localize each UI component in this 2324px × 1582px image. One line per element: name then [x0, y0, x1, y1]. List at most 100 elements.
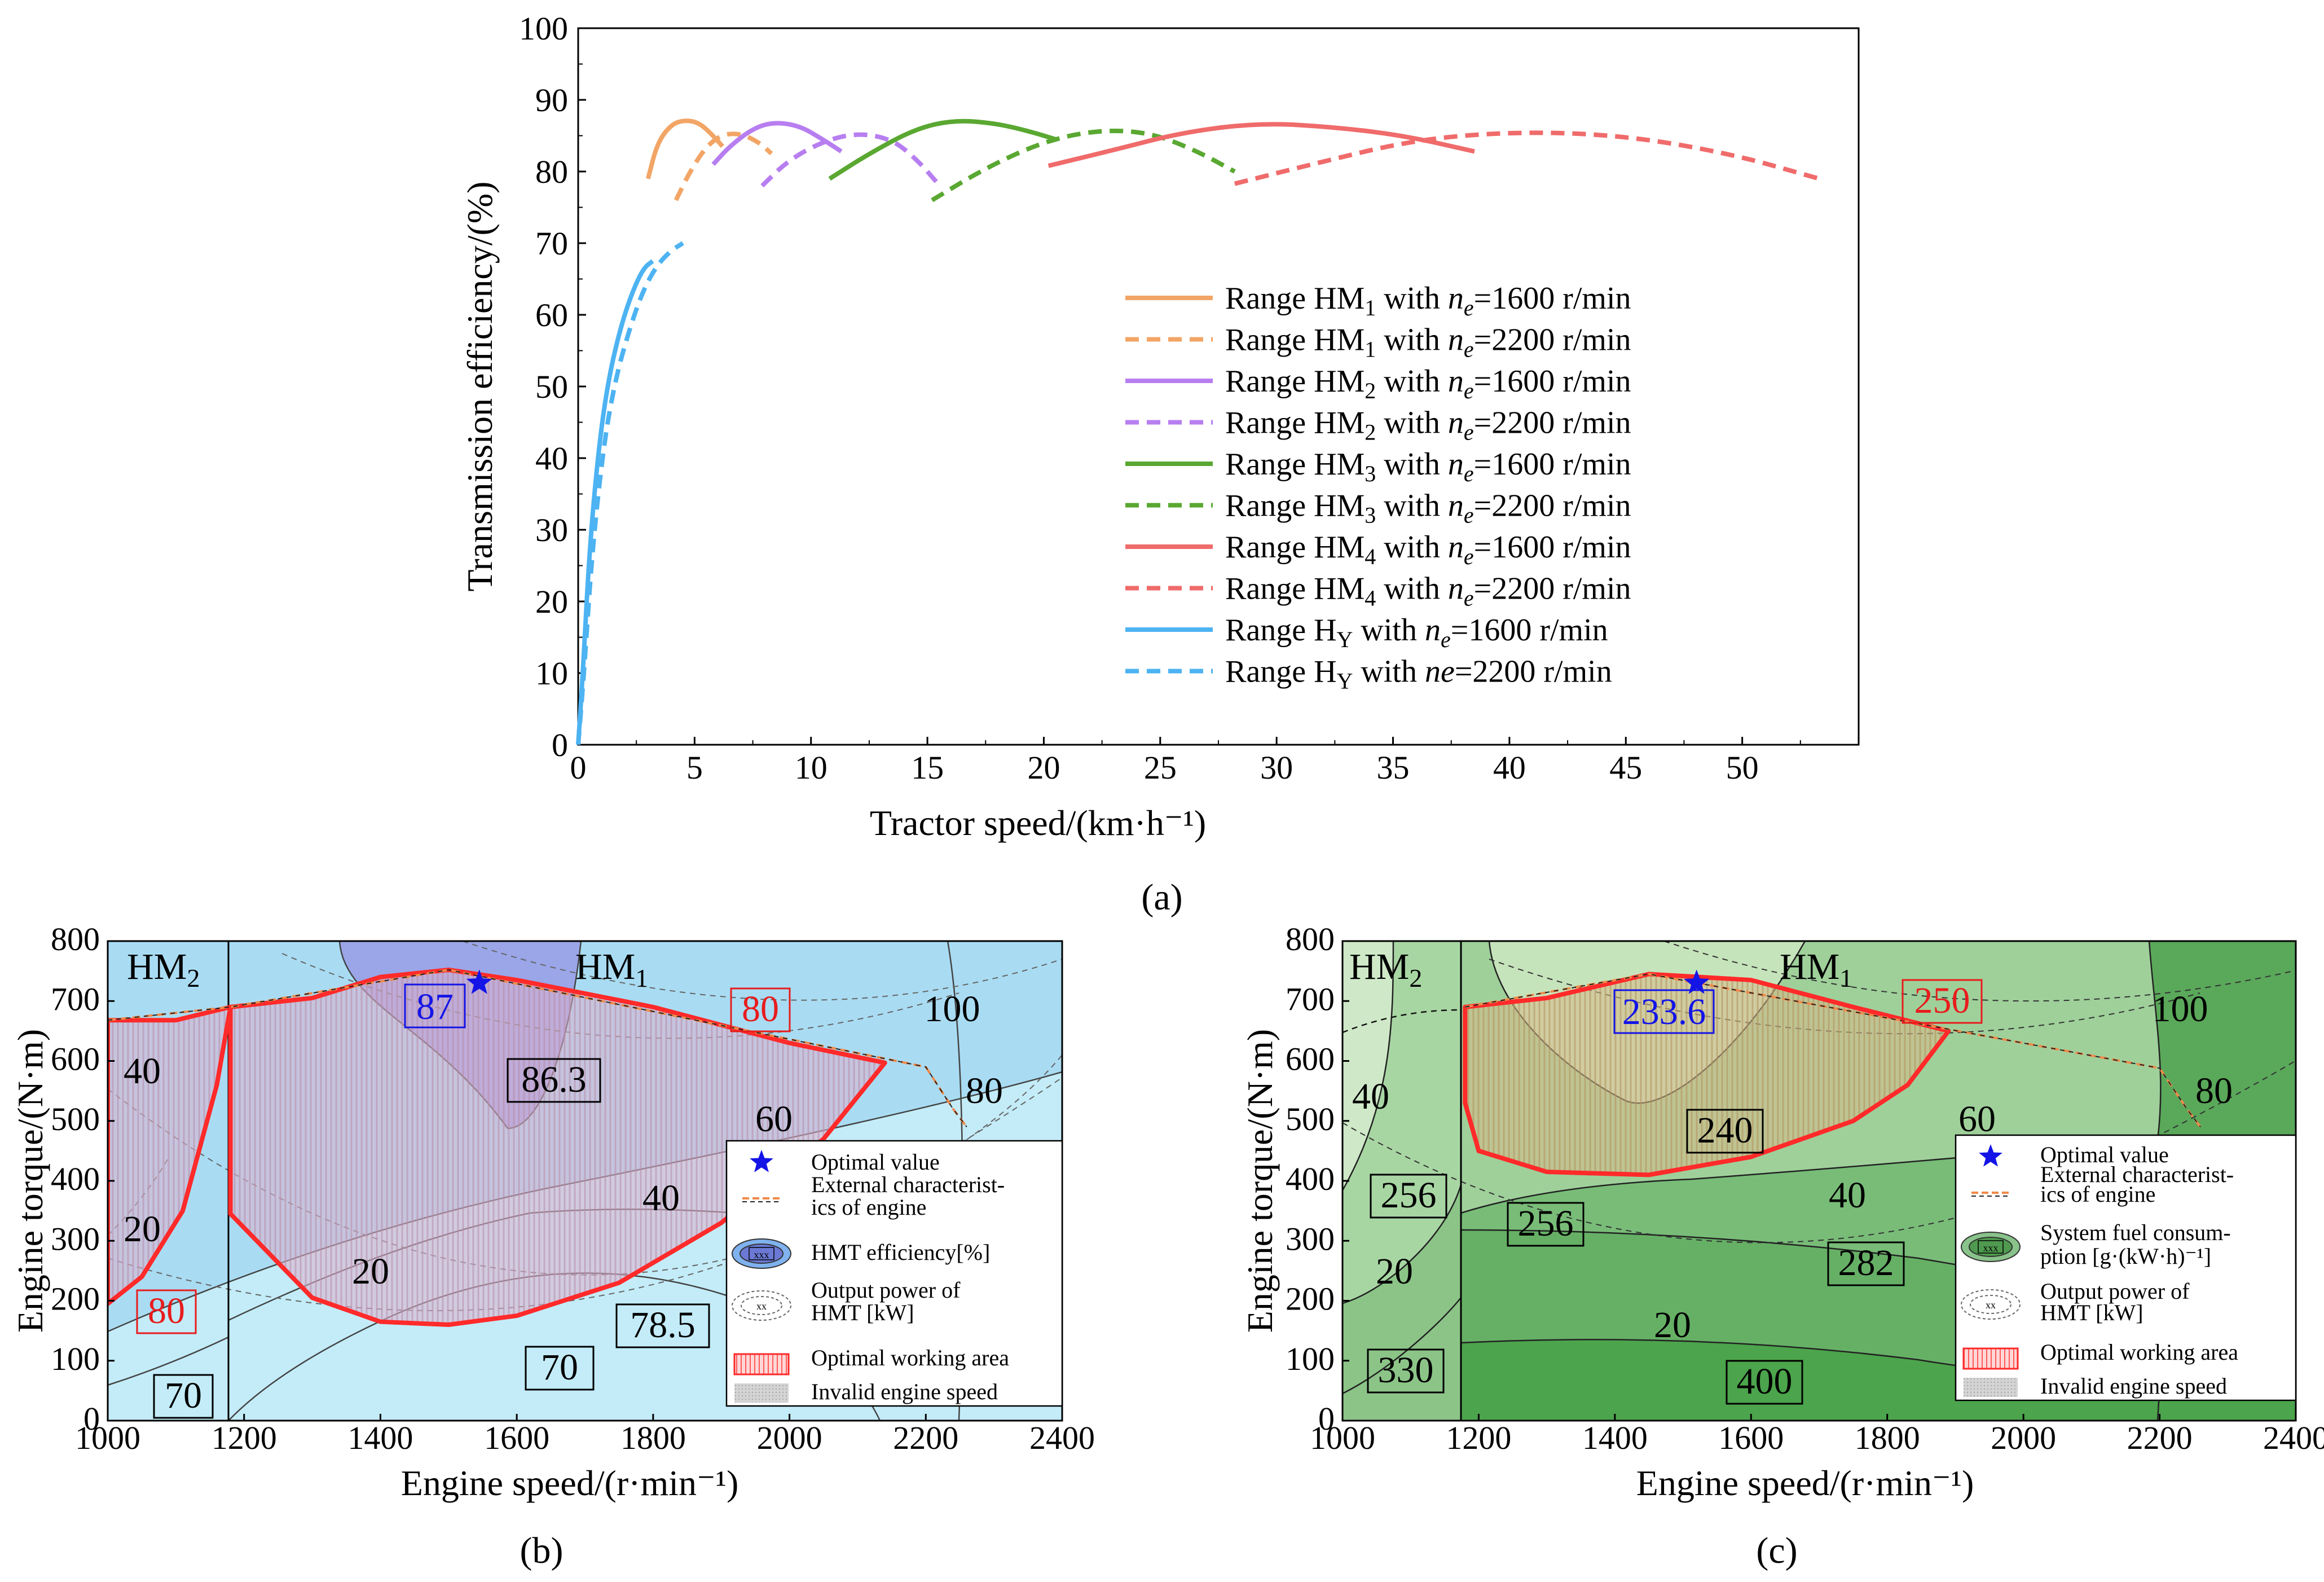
contour-label: 240 — [1697, 1110, 1753, 1151]
x-tick-label: 45 — [1609, 749, 1642, 786]
contour-label: 80 — [2195, 1070, 2233, 1111]
legend-entry: ption [g·(kW·h)⁻¹] — [2040, 1243, 2211, 1269]
y-tick-label: 500 — [1286, 1101, 1335, 1137]
legend-power-icon — [741, 1296, 782, 1315]
x-tick-label: 25 — [1144, 749, 1177, 786]
legend-entry: Invalid engine speed — [811, 1379, 998, 1404]
contour-label: 60 — [1958, 1098, 1996, 1140]
y-tick-label: 800 — [51, 921, 100, 957]
legend-invalid-swatch — [1964, 1378, 2018, 1397]
y-tick-label: 200 — [1286, 1281, 1335, 1317]
legend-power-icon — [732, 1290, 791, 1321]
x-tick-label: 20 — [1027, 749, 1060, 786]
legend-contour-icon — [1978, 1240, 2004, 1254]
contour-label: 100 — [925, 988, 980, 1030]
legend-entry: Range HM4 with ne=1600 r/min — [1225, 530, 1631, 569]
contour-label: 70 — [541, 1347, 578, 1388]
legend-icon-text: xx — [756, 1300, 767, 1312]
panel-c: 1000 1200 1400 1600 1800 2000 2200 2400 0 100 200 3… — [1240, 921, 2324, 1571]
series-line — [1047, 122, 1475, 168]
optimal-working-area-hm2 — [108, 1004, 233, 1306]
axis-ticks: 0 5 10 15 20 25 30 35 40 45 50 0 10 20 30 40 50 60 70 80 90 1… — [519, 10, 1801, 786]
x-tick-label: 2400 — [2263, 1420, 2324, 1456]
legend-entry: Invalid engine speed — [2040, 1373, 2227, 1399]
contour-label: 20 — [124, 1209, 161, 1250]
y-tick-label: 80 — [535, 153, 568, 190]
series-line — [711, 121, 843, 166]
fuel-zone-high — [1343, 1185, 1461, 1421]
contour-label: 86.3 — [521, 1059, 587, 1100]
x-tick-label: 1000 — [75, 1420, 140, 1456]
x-tick-label: 2000 — [1991, 1420, 2056, 1456]
legend-entry: Range HM1 with ne=1600 r/min — [1225, 281, 1631, 320]
y-tick-label: 300 — [51, 1220, 100, 1257]
x-tick-label: 1600 — [484, 1420, 549, 1456]
y-tick-label: 600 — [51, 1041, 100, 1078]
optimal-value-marker — [1683, 969, 1710, 994]
caption-b: (b) — [520, 1530, 564, 1571]
series-line — [760, 132, 939, 188]
contour-label: 330 — [1378, 1350, 1434, 1391]
range-label-hm2: HM2 — [1349, 946, 1422, 992]
contour-label-box — [1367, 1348, 1445, 1394]
x-tick-label: 2400 — [1029, 1420, 1095, 1456]
y-tick-label: 0 — [1318, 1400, 1335, 1437]
y-axis-label: Engine torque/(N·m) — [10, 1029, 50, 1333]
legend-area-swatch — [733, 1353, 790, 1376]
contour-line — [108, 1336, 229, 1386]
x-tick-label: 1600 — [1718, 1420, 1784, 1456]
legend-entry: Range HM1 with ne=2200 r/min — [1225, 323, 1631, 362]
legend-entry: Optimal working area — [811, 1345, 1009, 1370]
legend-invalid-swatch — [734, 1383, 789, 1403]
legend-icon-text: xx — [1986, 1299, 1996, 1311]
contour-line — [1343, 1184, 1462, 1304]
contour-label: 40 — [124, 1051, 161, 1092]
external-characteristic-line — [1465, 973, 2201, 1127]
x-tick-label: 5 — [686, 749, 703, 786]
contour-label: 20 — [352, 1251, 389, 1292]
contour-label: 20 — [1654, 1304, 1691, 1346]
legend-entry: ics of engine — [2040, 1181, 2155, 1207]
contour-label: 40 — [1352, 1076, 1389, 1117]
contour-label: 60 — [755, 1098, 793, 1140]
y-tick-label: 0 — [83, 1400, 100, 1437]
contour-label-box — [507, 1058, 601, 1103]
series-lines — [576, 118, 1820, 745]
power-contour — [1343, 1009, 1462, 1034]
svg-text:233.6: 233.6 — [1622, 991, 1706, 1032]
x-axis-label: Engine speed/(r·min⁻¹) — [401, 1463, 739, 1503]
legend-entry: Optimal working area — [2040, 1339, 2238, 1365]
x-tick-label: 30 — [1260, 749, 1293, 786]
contour-label: 20 — [1376, 1251, 1413, 1292]
axis-ticks: 1000 1200 1400 1600 1800 2000 2200 2400 0 100 200 3… — [1286, 921, 2324, 1456]
x-tick-label: 10 — [795, 749, 828, 786]
legend-entry: External characterist- — [2040, 1162, 2234, 1187]
x-tick-label: 1400 — [347, 1420, 413, 1456]
x-tick-label: 40 — [1493, 749, 1526, 786]
power-contour — [1663, 941, 2296, 1002]
legend-star-icon — [750, 1150, 773, 1172]
legend-entry: HMT [kW] — [2040, 1300, 2143, 1325]
contour-label: 256 — [1381, 1175, 1437, 1216]
y-tick-label: 0 — [552, 727, 568, 763]
contour-label-box — [153, 1374, 214, 1419]
y-tick-label: 70 — [535, 225, 568, 262]
legend-entry: Range HM3 with ne=2200 r/min — [1225, 489, 1631, 528]
contour-labels: 86.3 78.5 70 70 80 80 100 80 60 40 20 40 20 — [124, 987, 1003, 1419]
series-line — [645, 118, 725, 179]
y-axis-label: Engine torque/(N·m) — [1240, 1029, 1280, 1333]
contour-label-box — [615, 1303, 710, 1348]
panel-b: 1000 1200 1400 1600 1800 2000 2200 2400 0 100 200 3… — [10, 921, 1095, 1571]
legend-entry: HMT [kW] — [811, 1300, 914, 1325]
x-tick-label: 2200 — [893, 1420, 958, 1456]
legend-entry: Range HM2 with ne=1600 r/min — [1225, 364, 1631, 403]
legend-entry: Range HM4 with ne=2200 r/min — [1225, 572, 1631, 611]
contour-label: 256 — [1518, 1203, 1574, 1244]
y-tick-label: 400 — [51, 1161, 100, 1197]
contour-label: 78.5 — [630, 1304, 696, 1346]
legend-entry: Output power of — [811, 1277, 961, 1303]
legend-entry: Range HY with ne=2200 r/min — [1225, 654, 1612, 694]
